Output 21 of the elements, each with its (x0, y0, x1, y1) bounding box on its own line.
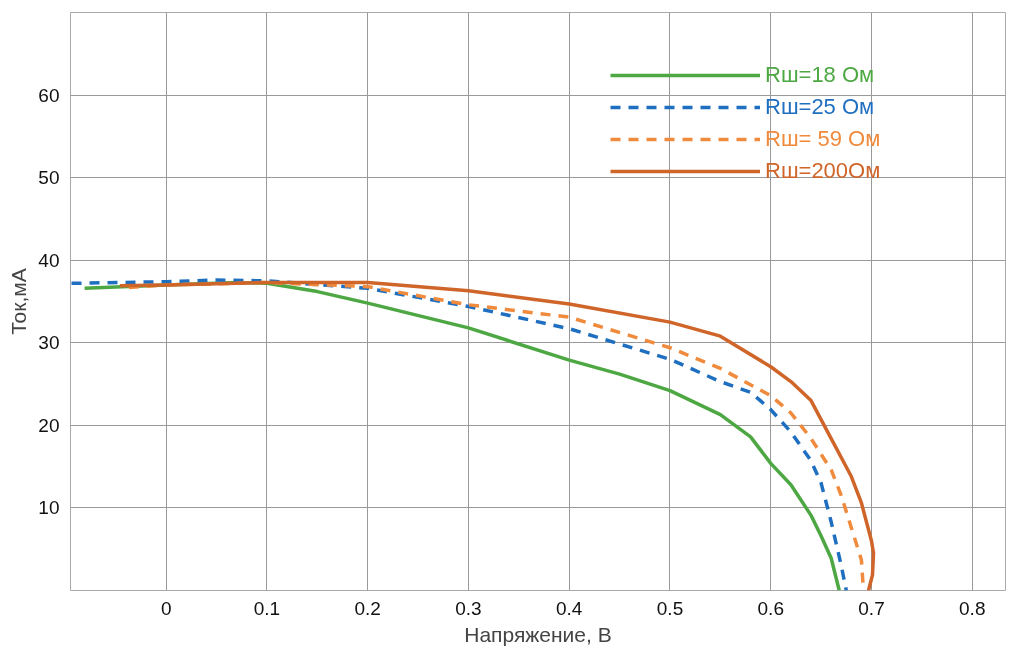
x-tick-label: 0.3 (455, 597, 482, 619)
x-tick-label: 0 (160, 597, 172, 619)
y-tick-label: 10 (38, 497, 60, 519)
y-tick-label: 60 (38, 84, 60, 106)
y-tick-label: 50 (38, 167, 60, 189)
x-axis-title: Напряжение, В (464, 622, 612, 646)
x-tick-label: 0.5 (656, 597, 684, 619)
x-tick-label: 0.8 (959, 597, 986, 619)
text: Rш= 59 Ом (765, 126, 881, 152)
text: Rш=18 Ом (765, 62, 875, 88)
x-tick-label: 0.4 (556, 597, 583, 619)
y-tick-label: 40 (38, 249, 60, 271)
x-tick-label: 0.2 (354, 597, 381, 619)
text: Rш=25 Ом (765, 94, 875, 120)
y-tick-label: 30 (38, 332, 60, 354)
x-tick-label: 0.1 (253, 597, 281, 619)
text: Rш=200Ом (765, 158, 881, 184)
y-tick-label: 20 (38, 414, 60, 436)
x-tick-label: 0.7 (858, 597, 885, 619)
y-axis-title: Ток,мА (7, 268, 31, 335)
x-tick-label: 0.6 (757, 597, 784, 619)
